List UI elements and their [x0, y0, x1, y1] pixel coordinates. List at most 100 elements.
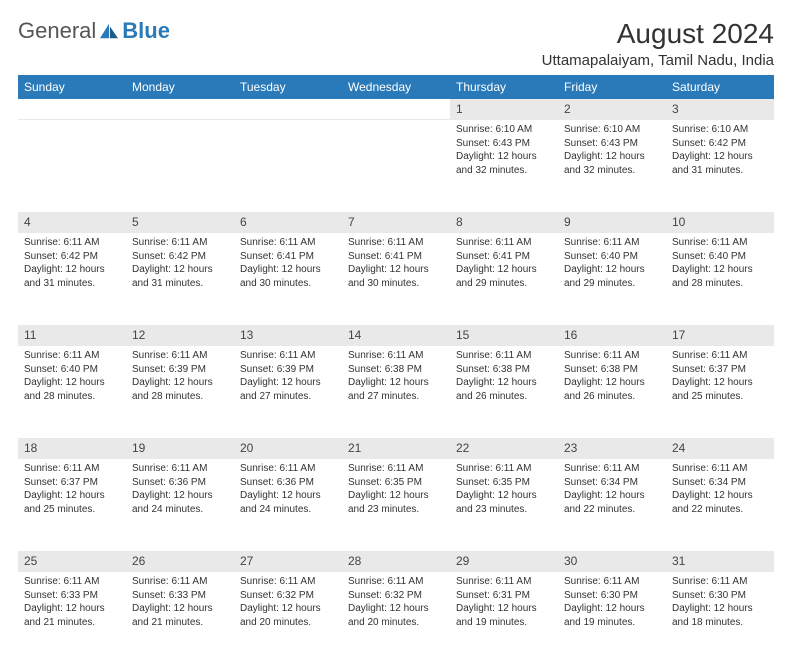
daylight-line: Daylight: 12 hours and 28 minutes.: [24, 376, 120, 403]
day-number: 30: [558, 551, 666, 572]
day-number-cell: 19: [126, 438, 234, 459]
day-number-cell: 30: [558, 551, 666, 572]
daylight-line: Daylight: 12 hours and 20 minutes.: [348, 602, 444, 629]
day-number: 15: [450, 325, 558, 346]
day-details: Sunrise: 6:11 AMSunset: 6:41 PMDaylight:…: [234, 233, 342, 296]
day-body-cell: Sunrise: 6:11 AMSunset: 6:37 PMDaylight:…: [18, 459, 126, 551]
day-body-cell: Sunrise: 6:11 AMSunset: 6:35 PMDaylight:…: [450, 459, 558, 551]
sunrise-line: Sunrise: 6:11 AM: [24, 349, 120, 363]
day-number: 20: [234, 438, 342, 459]
day-number-cell: 15: [450, 325, 558, 346]
sunrise-line: Sunrise: 6:11 AM: [132, 462, 228, 476]
day-body-cell: Sunrise: 6:11 AMSunset: 6:41 PMDaylight:…: [342, 233, 450, 325]
day-number-cell: 23: [558, 438, 666, 459]
day-number-cell: 16: [558, 325, 666, 346]
day-details: Sunrise: 6:10 AMSunset: 6:43 PMDaylight:…: [558, 120, 666, 183]
day-details: Sunrise: 6:11 AMSunset: 6:39 PMDaylight:…: [126, 346, 234, 409]
day-details: Sunrise: 6:11 AMSunset: 6:38 PMDaylight:…: [558, 346, 666, 409]
day-details: Sunrise: 6:11 AMSunset: 6:33 PMDaylight:…: [126, 572, 234, 635]
day-number: 29: [450, 551, 558, 572]
sunrise-line: Sunrise: 6:11 AM: [456, 575, 552, 589]
day-number: 2: [558, 99, 666, 120]
sunset-line: Sunset: 6:42 PM: [24, 250, 120, 264]
sunset-line: Sunset: 6:32 PM: [240, 589, 336, 603]
day-number: 9: [558, 212, 666, 233]
day-number-cell: 5: [126, 212, 234, 233]
day-number: 7: [342, 212, 450, 233]
day-number: 28: [342, 551, 450, 572]
daynum-row: 45678910: [18, 212, 774, 233]
sunrise-line: Sunrise: 6:11 AM: [240, 575, 336, 589]
day-number: 18: [18, 438, 126, 459]
daynum-row: 25262728293031: [18, 551, 774, 572]
day-number-cell: 9: [558, 212, 666, 233]
day-body-cell: [342, 120, 450, 212]
sunset-line: Sunset: 6:35 PM: [348, 476, 444, 490]
day-details: Sunrise: 6:11 AMSunset: 6:35 PMDaylight:…: [342, 459, 450, 522]
day-number-cell: [342, 99, 450, 120]
day-number-cell: 20: [234, 438, 342, 459]
day-number-cell: 26: [126, 551, 234, 572]
day-number-cell: [126, 99, 234, 120]
day-number: 4: [18, 212, 126, 233]
daylight-line: Daylight: 12 hours and 25 minutes.: [672, 376, 768, 403]
day-body-cell: Sunrise: 6:11 AMSunset: 6:30 PMDaylight:…: [666, 572, 774, 664]
day-body-cell: Sunrise: 6:11 AMSunset: 6:33 PMDaylight:…: [126, 572, 234, 664]
day-details: Sunrise: 6:11 AMSunset: 6:30 PMDaylight:…: [558, 572, 666, 635]
day-number-cell: 17: [666, 325, 774, 346]
sunset-line: Sunset: 6:36 PM: [240, 476, 336, 490]
calendar-body: 1 23 Sunrise: 6:10 AMSunset: 6:43 PMDaylig…: [18, 99, 774, 664]
daybody-row: Sunrise: 6:11 AMSunset: 6:40 PMDaylight:…: [18, 346, 774, 438]
day-body-cell: Sunrise: 6:11 AMSunset: 6:36 PMDaylight:…: [234, 459, 342, 551]
daylight-line: Daylight: 12 hours and 23 minutes.: [348, 489, 444, 516]
sunset-line: Sunset: 6:39 PM: [240, 363, 336, 377]
day-number: 5: [126, 212, 234, 233]
sunrise-line: Sunrise: 6:11 AM: [348, 462, 444, 476]
day-body-cell: Sunrise: 6:11 AMSunset: 6:32 PMDaylight:…: [342, 572, 450, 664]
sunset-line: Sunset: 6:37 PM: [672, 363, 768, 377]
daylight-line: Daylight: 12 hours and 29 minutes.: [456, 263, 552, 290]
day-number: 1: [450, 99, 558, 120]
sunrise-line: Sunrise: 6:11 AM: [348, 236, 444, 250]
day-number-cell: 22: [450, 438, 558, 459]
day-number-cell: 4: [18, 212, 126, 233]
weekday-header: Tuesday: [234, 75, 342, 99]
day-details: Sunrise: 6:11 AMSunset: 6:39 PMDaylight:…: [234, 346, 342, 409]
day-details: Sunrise: 6:11 AMSunset: 6:36 PMDaylight:…: [126, 459, 234, 522]
sunrise-line: Sunrise: 6:11 AM: [132, 236, 228, 250]
sunrise-line: Sunrise: 6:11 AM: [24, 236, 120, 250]
day-number-cell: 31: [666, 551, 774, 572]
sunset-line: Sunset: 6:36 PM: [132, 476, 228, 490]
daylight-line: Daylight: 12 hours and 32 minutes.: [456, 150, 552, 177]
daylight-line: Daylight: 12 hours and 21 minutes.: [24, 602, 120, 629]
sunrise-line: Sunrise: 6:11 AM: [672, 575, 768, 589]
day-number-cell: 7: [342, 212, 450, 233]
daylight-line: Daylight: 12 hours and 31 minutes.: [672, 150, 768, 177]
daylight-line: Daylight: 12 hours and 25 minutes.: [24, 489, 120, 516]
day-body-cell: Sunrise: 6:11 AMSunset: 6:33 PMDaylight:…: [18, 572, 126, 664]
sunrise-line: Sunrise: 6:10 AM: [564, 123, 660, 137]
day-details: Sunrise: 6:11 AMSunset: 6:42 PMDaylight:…: [18, 233, 126, 296]
sunrise-line: Sunrise: 6:11 AM: [24, 462, 120, 476]
day-body-cell: Sunrise: 6:11 AMSunset: 6:32 PMDaylight:…: [234, 572, 342, 664]
day-details: Sunrise: 6:11 AMSunset: 6:42 PMDaylight:…: [126, 233, 234, 296]
daylight-line: Daylight: 12 hours and 24 minutes.: [132, 489, 228, 516]
day-body-cell: Sunrise: 6:11 AMSunset: 6:40 PMDaylight:…: [18, 346, 126, 438]
day-number: 19: [126, 438, 234, 459]
day-number: 25: [18, 551, 126, 572]
day-number-cell: 13: [234, 325, 342, 346]
day-number: 10: [666, 212, 774, 233]
sunset-line: Sunset: 6:40 PM: [672, 250, 768, 264]
day-number-cell: 12: [126, 325, 234, 346]
sunset-line: Sunset: 6:30 PM: [564, 589, 660, 603]
sunrise-line: Sunrise: 6:11 AM: [24, 575, 120, 589]
day-number: 8: [450, 212, 558, 233]
daynum-row: 18192021222324: [18, 438, 774, 459]
day-details: Sunrise: 6:11 AMSunset: 6:30 PMDaylight:…: [666, 572, 774, 635]
daylight-line: Daylight: 12 hours and 26 minutes.: [564, 376, 660, 403]
weekday-header: Monday: [126, 75, 234, 99]
sunrise-line: Sunrise: 6:11 AM: [672, 349, 768, 363]
day-number-cell: 11: [18, 325, 126, 346]
day-number-cell: 1: [450, 99, 558, 120]
sunrise-line: Sunrise: 6:11 AM: [132, 575, 228, 589]
